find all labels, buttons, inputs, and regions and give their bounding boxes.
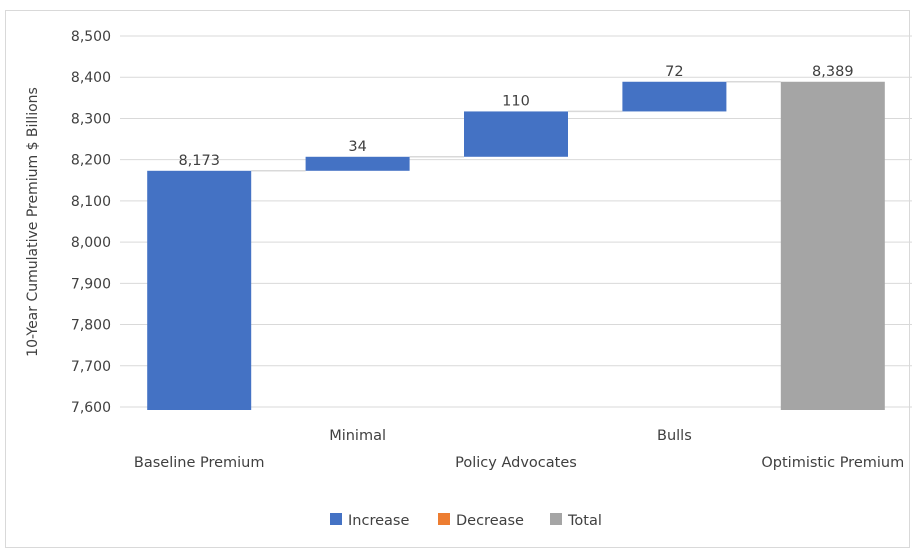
data-label: 72: [665, 64, 683, 80]
y-axis-ticks: 7,600 7,700 7,800 7,900 8,000 8,100 8,200 8,300…: [71, 29, 111, 416]
data-label: 8,173: [178, 153, 220, 169]
gridlines: [120, 35, 912, 408]
data-labels: 8,173 34 110 72 8,389: [178, 64, 853, 169]
connector-lines: [251, 81, 781, 172]
y-tick-label: 7,900: [71, 276, 111, 292]
bar-baseline-premium: [147, 170, 252, 410]
bar-bulls: [622, 81, 727, 112]
y-tick-label: 8,300: [71, 111, 111, 127]
y-tick-label: 8,200: [71, 153, 111, 169]
legend: Increase Decrease Total: [330, 513, 602, 529]
legend-swatch-increase: [330, 513, 342, 525]
y-tick-label: 8,500: [71, 29, 111, 45]
data-label: 110: [502, 93, 530, 109]
data-label: 34: [348, 139, 366, 155]
y-tick-label: 8,100: [71, 194, 111, 210]
y-axis-title: 10-Year Cumulative Premium $ Billions: [25, 87, 41, 357]
y-tick-label: 7,800: [71, 318, 111, 334]
category-labels: Baseline Premium Minimal Policy Advocates B…: [134, 428, 904, 471]
y-tick-label: 8,400: [71, 70, 111, 86]
legend-label-decrease: Decrease: [456, 513, 524, 529]
data-label: 8,389: [812, 64, 854, 80]
category-label: Bulls: [657, 428, 692, 444]
bars: [147, 81, 885, 411]
category-label: Optimistic Premium: [761, 455, 904, 471]
bar-minimal: [305, 156, 410, 171]
y-tick-label: 7,700: [71, 359, 111, 375]
category-label: Policy Advocates: [455, 455, 577, 471]
bar-policy-advocates: [464, 111, 568, 157]
y-tick-label: 8,000: [71, 235, 111, 251]
legend-swatch-total: [550, 513, 562, 525]
legend-swatch-decrease: [438, 513, 450, 525]
y-tick-label: 7,600: [71, 400, 111, 416]
legend-label-increase: Increase: [348, 513, 409, 529]
legend-label-total: Total: [567, 513, 602, 529]
category-label: Minimal: [329, 428, 386, 444]
bar-optimistic-premium: [780, 81, 885, 411]
category-label: Baseline Premium: [134, 455, 265, 471]
